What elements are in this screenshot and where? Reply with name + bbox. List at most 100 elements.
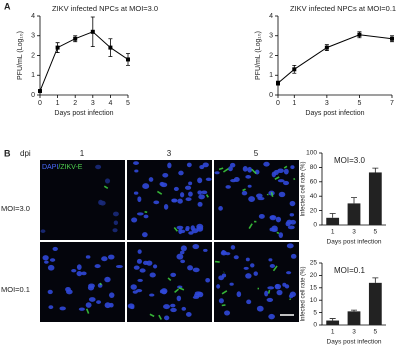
nucleus	[139, 268, 146, 273]
infected-cell	[178, 287, 185, 291]
bar	[326, 217, 340, 225]
nucleus	[115, 264, 123, 269]
x-tick-label: 0	[38, 100, 42, 107]
nucleus	[246, 299, 252, 305]
nucleus	[248, 196, 256, 203]
micrographs	[40, 160, 299, 322]
infected-cell	[218, 167, 224, 171]
infected-cell	[221, 290, 228, 295]
x-axis-label: Days post infection	[327, 339, 382, 346]
nucleus	[290, 253, 297, 259]
nucleus	[85, 302, 92, 308]
nucleus	[256, 305, 264, 312]
nucleus	[88, 297, 96, 302]
nucleus	[253, 271, 258, 276]
bar	[347, 203, 361, 225]
nucleus	[268, 258, 273, 262]
nucleus	[236, 291, 242, 298]
nucleus	[137, 196, 142, 203]
x-tick-label: 3	[352, 329, 356, 336]
x-tick-label: 1	[292, 100, 296, 107]
nucleus	[203, 248, 208, 252]
nucleus	[282, 180, 290, 186]
y-tick-label: 4	[31, 13, 35, 20]
nucleus	[163, 304, 171, 310]
y-tick-label: 0	[313, 322, 317, 329]
nucleus	[42, 255, 49, 261]
row-label: MOI=0.1	[1, 285, 30, 294]
nucleus	[104, 302, 111, 309]
nucleus	[277, 168, 284, 173]
data-point	[276, 81, 280, 86]
bar	[368, 172, 382, 225]
nucleus	[142, 183, 150, 190]
infected-cell	[103, 185, 109, 189]
y-tick-label: 3	[31, 33, 35, 40]
nucleus	[278, 232, 284, 238]
nucleus	[113, 220, 119, 226]
nucleus	[134, 169, 139, 173]
nucleus	[187, 265, 193, 271]
nucleus	[289, 213, 295, 217]
nucleus	[170, 307, 177, 313]
nucleus	[163, 203, 169, 210]
x-tick-label: 3	[352, 229, 356, 236]
y-tick-label: 0	[313, 222, 317, 229]
y-tick-label: 15	[310, 285, 318, 292]
infected-cell	[158, 314, 162, 320]
nucleus	[247, 166, 253, 173]
y-tick-label: 1	[269, 72, 273, 79]
nucleus	[290, 165, 295, 170]
nucleus	[282, 282, 287, 287]
nucleus	[266, 297, 274, 302]
nucleus	[192, 243, 200, 250]
y-tick-label: 2	[269, 52, 273, 59]
data-line	[277, 34, 393, 84]
y-tick-label: 1	[31, 72, 35, 79]
nucleus	[163, 315, 170, 321]
axis	[277, 16, 392, 96]
nucleus	[95, 164, 102, 170]
nucleus	[285, 221, 291, 227]
chart-title: ZIKV infected NPCs at MOI=3.0	[52, 4, 158, 13]
data-point	[108, 45, 113, 50]
nucleus	[233, 177, 240, 182]
nucleus	[94, 264, 101, 269]
error-bar	[329, 213, 336, 218]
nucleus	[76, 264, 82, 270]
nucleus	[146, 260, 153, 266]
data-point	[357, 32, 362, 37]
nucleus	[127, 303, 135, 309]
nucleus	[101, 256, 108, 262]
nucleus	[99, 200, 106, 206]
nucleus	[71, 269, 77, 273]
nucleus	[263, 161, 270, 167]
nucleus	[216, 284, 221, 289]
nucleus	[228, 166, 233, 172]
x-tick-label: 1	[331, 329, 335, 336]
micrograph	[40, 160, 125, 240]
nucleus	[271, 228, 278, 232]
nucleus	[245, 175, 252, 179]
nucleus	[177, 285, 183, 289]
nucleus	[104, 276, 111, 283]
nucleus	[184, 185, 192, 190]
infected-cell	[85, 308, 90, 314]
nucleus	[229, 162, 236, 168]
nucleus	[181, 306, 187, 311]
nucleus	[268, 313, 275, 320]
nucleus	[241, 190, 248, 196]
data-point	[292, 67, 297, 72]
nucleus	[188, 191, 193, 197]
y-tick-label: 40	[310, 193, 318, 200]
nucleus	[176, 295, 182, 302]
y-axis-label: Infected cell rate (%)	[301, 161, 307, 216]
nucleus	[191, 228, 199, 234]
infected-cell	[267, 289, 271, 294]
nucleus	[245, 257, 250, 262]
y-tick-label: 10	[310, 297, 318, 304]
nucleus	[130, 284, 137, 290]
nucleus	[264, 290, 269, 297]
nucleus	[256, 193, 263, 199]
row-label: MOI=3.0	[1, 204, 30, 213]
